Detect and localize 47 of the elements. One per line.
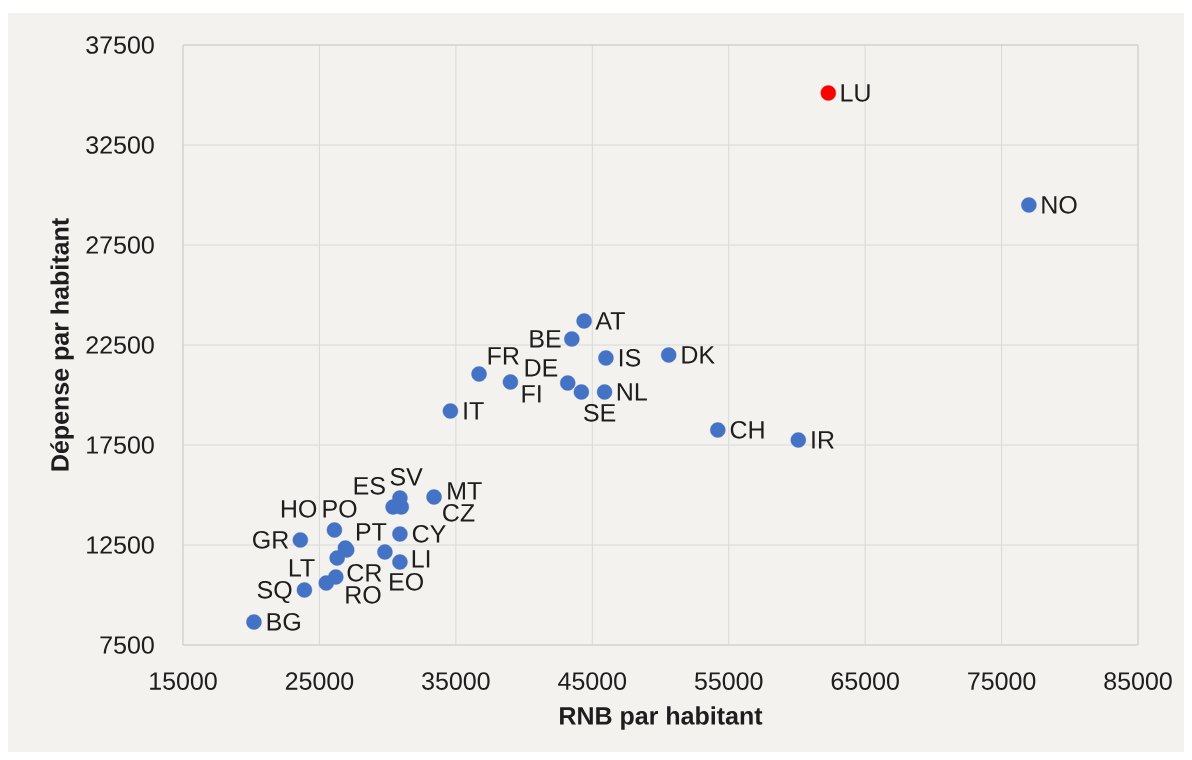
annotation: IS: [619, 348, 641, 367]
x-tick-label: 25000: [285, 672, 354, 690]
x-tick-label: 45000: [558, 672, 627, 690]
annotation: LT: [289, 559, 315, 577]
annotation: IR: [812, 431, 834, 449]
annotation: NO: [1042, 195, 1077, 214]
y-axis-title: Dépense par habitant: [50, 218, 74, 471]
annotation: CH: [730, 420, 764, 439]
annotation: HO: [281, 499, 317, 518]
x-tick-label: 55000: [694, 672, 763, 690]
annotation: PT: [356, 523, 387, 541]
annotation: NL: [617, 383, 647, 401]
x-tick-label: 15000: [150, 672, 217, 690]
x-tick-label: 85000: [1104, 672, 1172, 690]
y-tick-label: 27500: [86, 236, 154, 254]
x-axis-title: RNB par habitant: [560, 706, 763, 730]
annotation: BE: [530, 330, 561, 348]
annotation: LU: [841, 84, 870, 102]
annotation: LI: [412, 550, 430, 568]
x-tick-label: 75000: [968, 672, 1036, 690]
annotation: MT: [448, 482, 482, 500]
annotation: ES: [354, 476, 385, 495]
x-tick-label: 35000: [422, 672, 490, 690]
annotation: IT: [464, 402, 484, 420]
annotation: SQ: [257, 580, 292, 604]
annotation: PO: [323, 499, 357, 518]
y-tick-label: 17500: [87, 436, 154, 454]
y-tick-label: 7500: [100, 636, 154, 654]
y-tick-label: 32500: [86, 136, 154, 154]
annotation: SE: [584, 403, 616, 422]
y-tick-label: 22500: [86, 336, 154, 354]
annotation: CR: [347, 563, 382, 582]
annotation: SV: [390, 467, 423, 486]
annotation: DE: [525, 359, 558, 377]
annotation: FR: [488, 347, 519, 365]
annotation: DK: [682, 346, 715, 364]
annotation: RO: [346, 585, 381, 604]
x-tick-label: 65000: [831, 672, 899, 690]
y-tick-label: 37500: [86, 36, 154, 54]
annotation: FI: [522, 385, 541, 403]
annotation: GR: [253, 530, 289, 549]
y-tick-label: 12500: [87, 536, 154, 554]
annotation: BG: [267, 612, 300, 631]
annotation: EO: [390, 572, 423, 591]
annotation: CY: [412, 524, 446, 543]
annotation: AT: [595, 312, 625, 330]
annotation: CZ: [443, 503, 475, 522]
